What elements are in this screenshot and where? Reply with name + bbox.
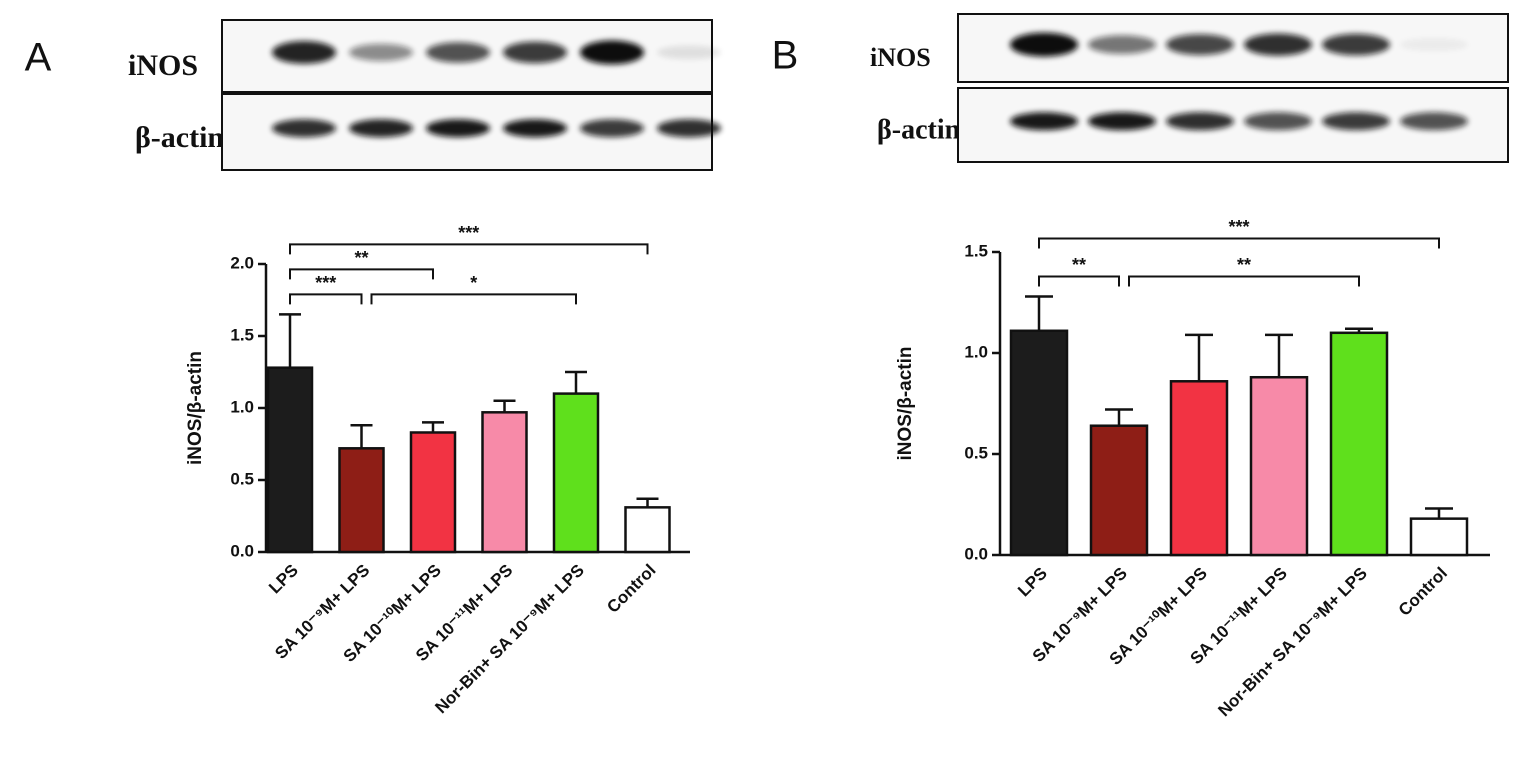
blot-label: β-actin (877, 114, 961, 145)
blot-band (1166, 112, 1234, 131)
blot-band (1244, 112, 1312, 131)
bar (266, 366, 314, 554)
blot-band (1010, 32, 1078, 57)
bar (624, 506, 671, 554)
significance-bracket (1128, 275, 1360, 287)
y-tick-label: 1.5 (230, 325, 254, 344)
blot-label: β-actin (135, 121, 224, 154)
blot-band (580, 119, 644, 138)
x-tick-label: Control (1395, 564, 1451, 620)
x-tick-label: LPS (265, 561, 302, 598)
bar (1249, 375, 1309, 557)
blot-label: iNOS (128, 49, 198, 82)
blot-band (1322, 112, 1390, 131)
bar (1169, 380, 1229, 557)
bar (1329, 331, 1389, 557)
significance-label: *** (315, 273, 336, 293)
blot-label: iNOS (870, 43, 931, 72)
x-tick-label: Nor-Bin+ SA 10⁻⁹M+ LPS (431, 561, 588, 718)
blot-band (1088, 35, 1156, 54)
blot-band (580, 40, 644, 65)
panel-label: A (25, 36, 52, 80)
y-axis-label: iNOS/β-actin (185, 351, 206, 465)
significance-bracket (289, 268, 434, 280)
y-tick-label: 2.0 (230, 253, 254, 272)
bar (1409, 517, 1469, 557)
significance-bracket (1038, 237, 1440, 249)
bar (1009, 329, 1069, 557)
significance-label: ** (354, 248, 368, 268)
blot-band (1322, 33, 1390, 56)
y-tick-label: 0.5 (230, 469, 254, 488)
blot-band (272, 119, 336, 138)
blot-band (1088, 112, 1156, 131)
significance-label: *** (458, 223, 479, 243)
x-tick-label: Control (603, 561, 659, 617)
significance-label: ** (1072, 255, 1086, 275)
panel-label: B (772, 34, 799, 78)
blot-band (426, 119, 490, 138)
x-tick-label: LPS (1014, 564, 1051, 601)
significance-bracket (370, 293, 577, 305)
significance-label: ** (1237, 255, 1251, 275)
blot-band (503, 41, 567, 64)
blot-band (1244, 33, 1312, 56)
bar (338, 447, 385, 554)
bar (1089, 424, 1149, 557)
bar (409, 431, 457, 554)
significance-bracket (289, 243, 649, 255)
y-tick-label: 0.0 (230, 541, 254, 560)
y-tick-label: 1.0 (964, 342, 988, 361)
significance-bracket (1038, 275, 1120, 287)
significance-label: * (470, 273, 477, 293)
bar (552, 392, 600, 554)
blot-band (1400, 112, 1468, 131)
y-tick-label: 0.5 (964, 443, 988, 462)
blot-band (1010, 112, 1078, 131)
y-tick-label: 1.0 (230, 397, 254, 416)
significance-bracket (289, 293, 363, 305)
blot-band (349, 43, 413, 62)
blot-band (503, 119, 567, 138)
blot-band (657, 119, 721, 138)
blot-band (1400, 38, 1468, 51)
bar (481, 411, 528, 554)
y-tick-label: 1.5 (964, 241, 988, 260)
y-axis-label: iNOS/β-actin (895, 347, 916, 461)
blot-band (1166, 34, 1234, 56)
significance-label: *** (1228, 217, 1249, 237)
blot-band (272, 41, 336, 64)
x-tick-label: Nor-Bin+ SA 10⁻⁹M+ LPS (1214, 564, 1371, 721)
blot-band (426, 42, 490, 63)
blot-band (349, 119, 413, 138)
blot-band (657, 45, 721, 60)
y-tick-label: 0.0 (964, 544, 988, 563)
